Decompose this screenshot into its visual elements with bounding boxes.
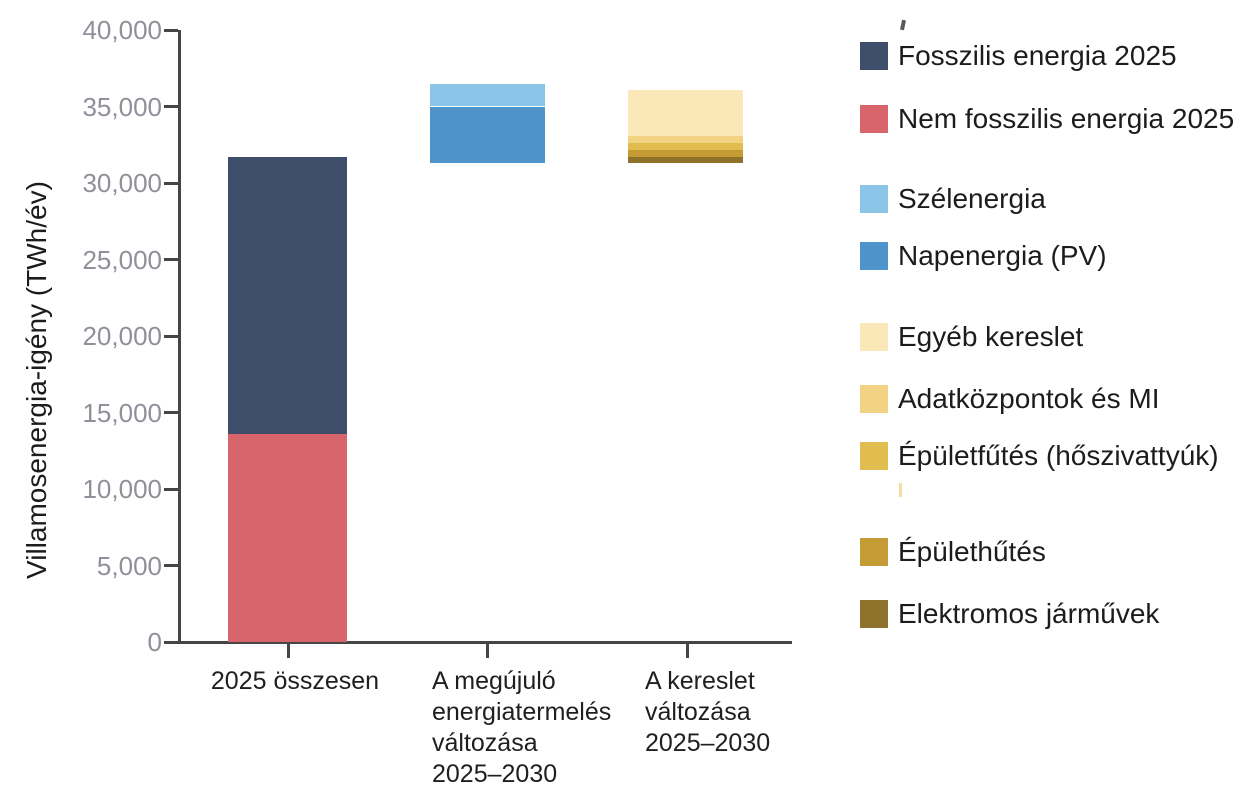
y-tick-30-000 [164,181,178,185]
y-tick-40-000 [164,28,178,32]
y-tick-label-25-000: 25,000 [82,244,162,275]
legend-swatch-epuletfutes-hoszivattyuk [860,442,888,470]
y-tick-label-20-000: 20,000 [82,321,162,351]
category-label-a-megujulo-energiatermeles-valtozasa-2025-2030: A megújuló energiatermelés változása 2025–2… [432,667,612,788]
bar-3-segment-epuletfutes-hoszivattyuk [628,143,743,151]
legend-label-egyeb-kereslet: Egyéb kereslet [898,321,1084,352]
x-axis-line [178,641,792,644]
bar-3-segment-egyeb-kereslet [628,89,743,136]
bar-1-segment-fosszilis-energia-2025 [228,156,347,434]
y-tick-5-000 [164,564,178,567]
bar-3-segment-epulethutes [628,150,743,157]
y-tick-35-000 [164,105,178,108]
legend-swatch-fosszilis-energia-2025 [860,42,888,70]
y-tick-label-40-000: 40,000 [82,15,162,45]
y-tick-label-10-000: 10,000 [82,474,162,504]
y-tick-0 [164,640,178,644]
y-tick-10-000 [164,487,178,491]
legend-label-fosszilis-energia-2025: Fosszilis energia 2025 [898,40,1177,71]
category-label-2025-osszesen: 2025 összesen [210,667,380,695]
y-tick-label-0: 0 [147,627,162,657]
x-tick-category-2 [485,644,489,658]
y-tick-label-5-000: 5,000 [96,550,162,581]
stray-mark-top [900,19,906,31]
bar-3-segment-elektromos-jarmuvek [628,156,743,164]
legend-swatch-egyeb-kereslet [860,323,888,351]
legend-label-adatkozpontok-es-mi: Adatközpontok és MI [898,383,1160,414]
stray-mark-middle [899,483,902,497]
legend-label-napenergia-pv: Napenergia (PV) [898,240,1107,271]
bar-3-segment-adatkozpontok-es-mi [628,135,743,144]
legend-label-elektromos-jarmuvek: Elektromos járművek [898,598,1160,629]
legend-label-epulethutes: Épülethűtés [898,536,1046,567]
x-tick-category-3 [685,644,689,658]
legend-swatch-szelenergia [860,185,888,213]
y-tick-20-000 [164,334,178,338]
bar-1-segment-nem-fosszilis-energia-2025 [228,433,347,642]
y-tick-label-30-000: 30,000 [82,168,162,198]
legend-swatch-elektromos-jarmuvek [860,600,888,628]
y-axis-line [178,30,181,644]
legend-swatch-nem-fosszilis-energia-2025 [860,105,888,133]
y-tick-15-000 [164,411,178,414]
bar-2-segment-szelenergia [430,83,545,107]
x-tick-category-1 [286,644,290,658]
y-axis-title: Villamosenergia-igény (TWh/év) [21,181,52,579]
y-tick-label-35-000: 35,000 [82,91,162,122]
category-label-a-kereslet-valtozasa-2025-2030: A kereslet változása 2025–2030 [645,667,771,757]
legend-swatch-epulethutes [860,538,888,566]
legend-label-nem-fosszilis-energia-2025: Nem fosszilis energia 2025 [898,103,1235,134]
legend-swatch-adatkozpontok-es-mi [860,385,888,413]
legend-label-epuletfutes-hoszivattyuk: Épületfűtés (hőszivattyúk) [898,440,1219,471]
legend-label-szelenergia: Szélenergia [898,183,1046,214]
legend-swatch-napenergia-pv [860,242,888,270]
bar-2-segment-napenergia-pv [430,106,545,164]
y-tick-25-000 [164,258,178,261]
y-tick-label-15-000: 15,000 [82,397,162,428]
